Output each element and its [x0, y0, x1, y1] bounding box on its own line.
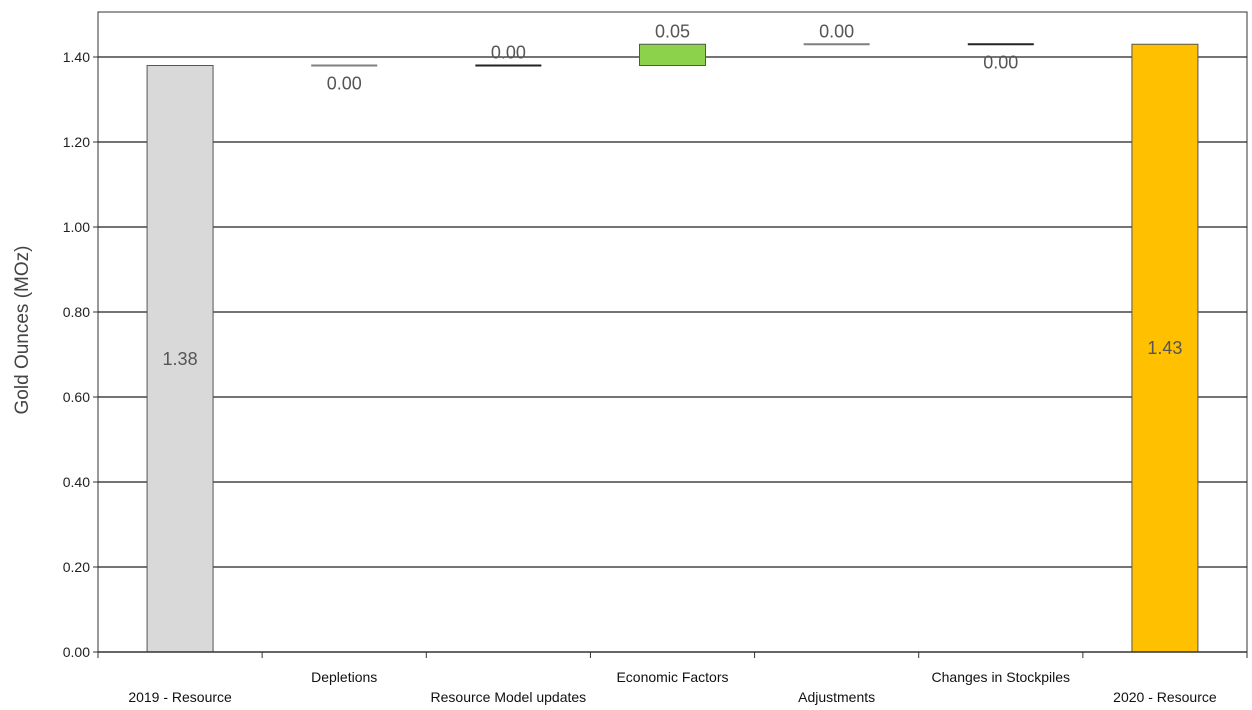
x-category-label: Economic Factors — [616, 669, 728, 685]
gridlines — [98, 56, 1247, 568]
bar-total — [146, 65, 214, 653]
y-tick-label: 1.40 — [63, 49, 90, 65]
data-label: 0.00 — [327, 74, 362, 94]
data-label: 1.38 — [163, 349, 198, 369]
y-axis-ticks: 0.00 0.20 0.40 0.60 0.80 1.00 1.20 1.40 — [63, 49, 98, 660]
bars: 1.38 0.00 0.00 0.05 0.00 0.00 1.43 — [146, 21, 1199, 653]
bar-total — [1131, 43, 1199, 653]
y-tick-label: 0.40 — [63, 474, 90, 490]
data-label: 0.05 — [655, 21, 690, 41]
y-tick-label: 1.20 — [63, 134, 90, 150]
y-tick-label: 0.80 — [63, 304, 90, 320]
y-tick-label: 0.00 — [63, 644, 90, 660]
bar-delta — [639, 43, 706, 66]
x-axis: 2019 - Resource Depletions Resource Model … — [97, 651, 1248, 705]
data-label: 0.00 — [819, 21, 854, 41]
x-category-label: Depletions — [311, 669, 377, 685]
data-label: 0.00 — [491, 43, 526, 63]
x-category-label: Changes in Stockpiles — [932, 669, 1071, 685]
x-category-label: Adjustments — [798, 689, 875, 705]
y-tick-label: 0.60 — [63, 389, 90, 405]
x-category-label: Resource Model updates — [431, 689, 587, 705]
plot-frame — [97, 11, 1248, 653]
y-axis-title: Gold Ounces (MOz) — [12, 246, 33, 415]
y-tick-label: 0.20 — [63, 559, 90, 575]
y-tick-label: 1.00 — [63, 219, 90, 235]
data-label: 1.43 — [1147, 338, 1182, 358]
x-category-label: 2020 - Resource — [1113, 689, 1217, 705]
data-label: 0.00 — [983, 52, 1018, 72]
x-category-label: 2019 - Resource — [128, 689, 232, 705]
